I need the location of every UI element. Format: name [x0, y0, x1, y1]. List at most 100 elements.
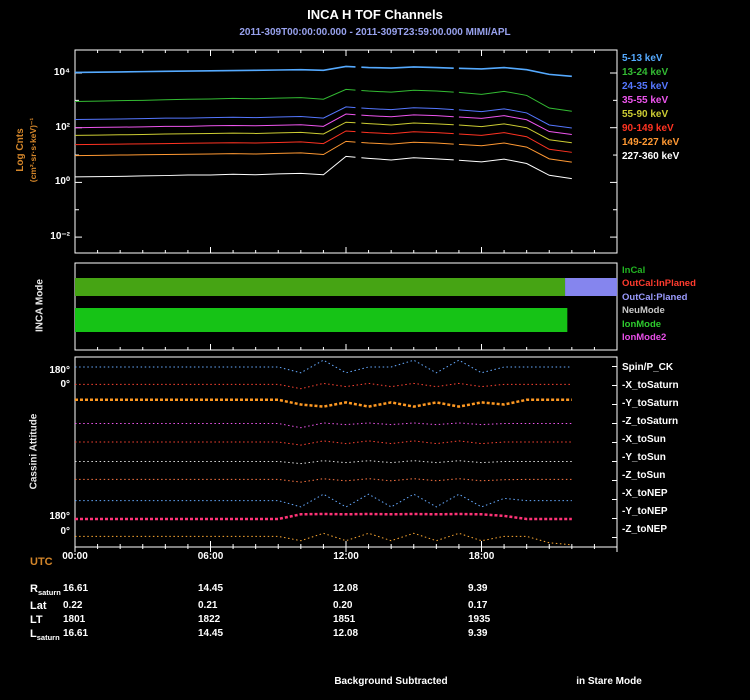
x-tick-label-06-00: 06:00 — [197, 551, 224, 562]
tof-series-24-35-kev — [361, 107, 454, 111]
background-subtracted-note: Background Subtracted — [334, 676, 448, 687]
tof-series-55-90-kev — [74, 121, 356, 136]
table-cell-lat-2: 0.20 — [333, 600, 353, 611]
table-cell-rsaturn-1: 14.45 — [198, 583, 224, 594]
tof-series-149-227-kev — [458, 142, 572, 163]
tof-ytick-10: 10⁴ — [53, 67, 70, 78]
tof-series-90-149-kev — [74, 130, 356, 146]
attitude-axis-label: Cassini Attitude — [28, 413, 40, 490]
tof-panel — [74, 49, 618, 254]
tof-ytick-10: 10⁻² — [50, 231, 70, 243]
utc-axis-label: UTC — [30, 556, 53, 568]
attitude-legend-item-y-tosaturn: -Y_toSaturn — [622, 398, 679, 409]
table-row-label-lsaturn: Lsaturn — [30, 628, 60, 643]
tof-series-35-55-kev — [458, 115, 572, 136]
table-cell-lsaturn-1: 14.45 — [198, 628, 224, 639]
table-cell-lt-2: 1851 — [333, 614, 356, 625]
tof-series-149-227-kev — [361, 141, 454, 145]
table-cell-lat-3: 0.17 — [468, 600, 488, 611]
x-tick-label-18-00: 18:00 — [468, 551, 495, 562]
table-cell-rsaturn-0: 16.61 — [63, 583, 89, 594]
attitude-series-z-tosun — [75, 478, 572, 483]
tof-legend-item-24-35-kev: 24-35 keV — [622, 81, 669, 92]
table-cell-lat-0: 0.22 — [63, 600, 83, 611]
attitude-legend-item-x-tosun: -X_toSun — [622, 434, 666, 445]
tof-series-35-55-kev — [361, 114, 454, 118]
mode-legend-item-neumode: NeuMode — [622, 305, 665, 317]
tof-y-axis-units: (cm²·sr·s·keV)⁻¹ — [28, 117, 38, 183]
tof-series-149-227-kev — [74, 140, 356, 157]
mode-bar-upper-segment-1 — [565, 278, 617, 296]
tof-legend-item-149-227-kev: 149-227 keV — [622, 137, 680, 148]
tof-series-227-360-kev — [458, 158, 572, 180]
mode-legend-item-outcal-planed: OutCal:Planed — [622, 291, 688, 303]
tof-series-35-55-kev — [74, 113, 356, 129]
attitude-legend-item-y-tonep: -Y_toNEP — [622, 506, 668, 517]
attitude-legend-item-z-tonep: -Z_toNEP — [622, 524, 667, 535]
tof-ytick-10: 10² — [55, 121, 70, 133]
x-tick-label-00-00: 00:00 — [62, 551, 88, 562]
attitude-series-y-tonep — [75, 512, 572, 521]
table-row-label-lt: LT — [30, 614, 43, 626]
attitude-series-x-tosun — [75, 440, 572, 446]
attitude-series-y-tosun — [75, 460, 572, 465]
table-cell-lt-1: 1822 — [198, 614, 221, 625]
tof-series-13-24-kev — [74, 88, 356, 102]
tof-legend-item-90-149-kev: 90-149 keV — [622, 123, 674, 134]
mode-legend-item-incal: InCal — [622, 265, 646, 276]
tof-series-5-13-kev — [361, 66, 454, 69]
table-cell-lsaturn-0: 16.61 — [63, 628, 89, 639]
inca-mode-panel — [74, 262, 618, 351]
tof-ytick-10: 10⁰ — [54, 176, 70, 188]
tof-series-55-90-kev — [361, 122, 454, 126]
attitude-ytick-3-0: 0° — [60, 526, 70, 537]
table-cell-rsaturn-2: 12.08 — [333, 583, 359, 594]
table-cell-lsaturn-2: 12.08 — [333, 628, 359, 639]
attitude-ytick-0-180: 180° — [49, 365, 70, 376]
table-row-label-subscript: saturn — [37, 588, 61, 598]
tof-legend-item-5-13-kev: 5-13 keV — [622, 53, 663, 64]
attitude-legend-item-x-tonep: -X_toNEP — [622, 488, 668, 499]
attitude-legend-item-y-tosun: -Y_toSun — [622, 452, 666, 463]
tof-legend-item-227-360-kev: 227-360 keV — [622, 151, 680, 162]
tof-legend-item-55-90-kev: 55-90 keV — [622, 109, 669, 120]
table-cell-lt-3: 1935 — [468, 614, 491, 625]
attitude-panel — [74, 356, 618, 552]
tof-series-13-24-kev — [458, 90, 572, 112]
stare-mode-note: in Stare Mode — [576, 676, 642, 687]
table-cell-rsaturn-3: 9.39 — [468, 583, 488, 594]
tof-series-227-360-kev — [361, 157, 454, 161]
x-tick-label-12-00: 12:00 — [333, 551, 359, 562]
mode-legend-item-ionmode2: IonMode2 — [622, 332, 667, 343]
attitude-legend-item-z-tosun: -Z_toSun — [622, 470, 666, 481]
attitude-legend-item-x-tosaturn: -X_toSaturn — [622, 380, 679, 391]
attitude-legend-item-z-tosaturn: -Z_toSaturn — [622, 416, 679, 427]
table-cell-lat-1: 0.21 — [198, 600, 218, 611]
attitude-series-x-tosaturn — [75, 382, 572, 390]
mode-bar-upper-segment-0 — [75, 278, 566, 296]
attitude-series-y-tosaturn — [75, 398, 572, 408]
attitude-series-x-tonep — [75, 493, 572, 508]
tof-legend-item-35-55-kev: 35-55 keV — [622, 95, 669, 106]
table-row-label-subscript: saturn — [36, 633, 60, 643]
tof-series-13-24-kev — [361, 89, 454, 93]
attitude-series-z-tonep — [75, 532, 572, 546]
attitude-legend-item-spin-p-ck: Spin/P_CK — [622, 362, 674, 373]
page-title: INCA H TOF Channels — [307, 7, 443, 22]
attitude-series-spin-p-ck — [75, 359, 572, 374]
tof-y-axis-label: Log Cnts (cm²·sr·s·keV)⁻¹ — [15, 75, 39, 225]
tof-series-227-360-kev — [74, 155, 356, 178]
inca-mode-axis-label: INCA Mode — [34, 279, 46, 332]
time-range-subtitle: 2011-309T00:00:00.000 - 2011-309T23:59:0… — [239, 27, 511, 38]
tof-series-24-35-kev — [458, 108, 572, 129]
mode-legend-item-ionmode: IonMode — [622, 318, 662, 330]
attitude-ytick-2-180: 180° — [49, 511, 70, 522]
table-row-label-lat: Lat — [30, 600, 47, 612]
tof-series-5-13-kev — [458, 66, 572, 78]
tof-y-axis-label-text: Log Cnts — [15, 128, 26, 172]
tof-series-55-90-kev — [458, 123, 572, 144]
attitude-ytick-1-0: 0° — [60, 379, 70, 390]
mode-legend-item-outcal-inplaned: OutCal:InPlaned — [622, 278, 696, 290]
